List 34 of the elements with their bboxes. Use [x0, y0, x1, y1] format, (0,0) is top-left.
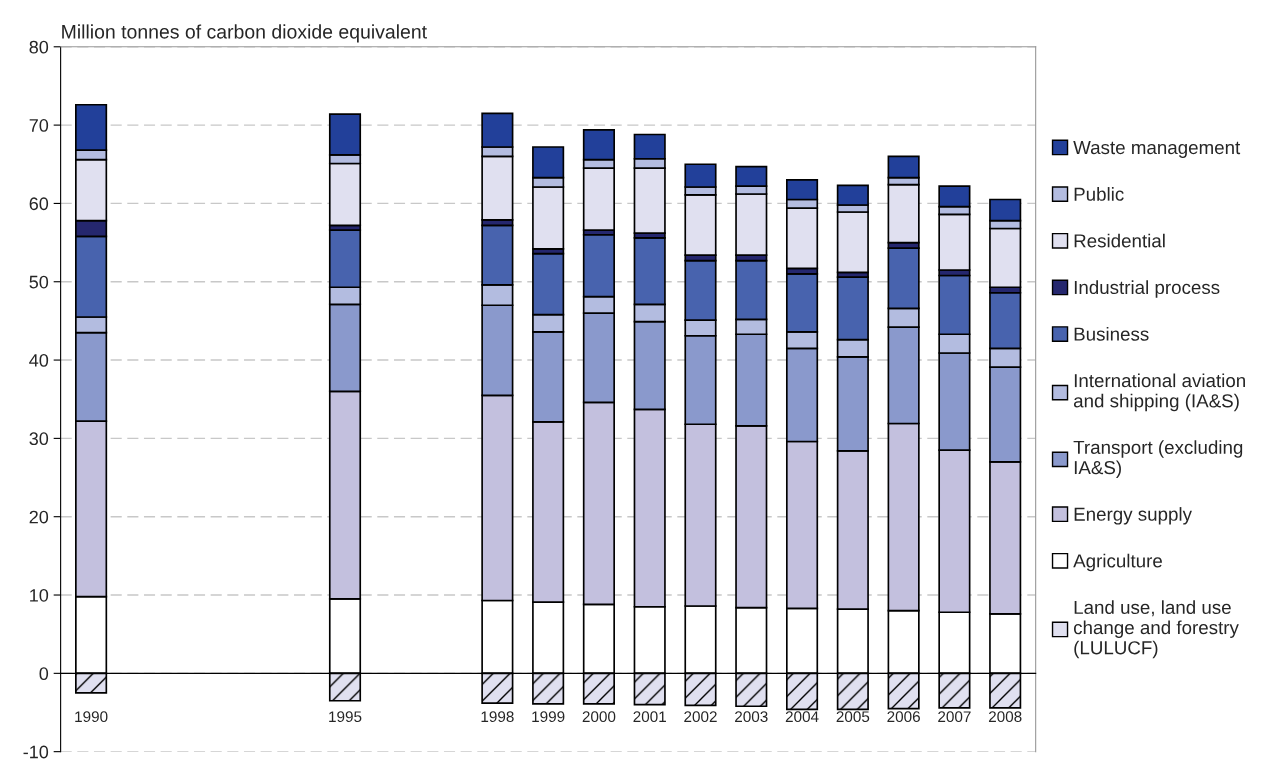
legend-label: Agriculture [1073, 553, 1162, 572]
y-tick-label: 20 [29, 510, 49, 524]
x-tick-label: 2002 [684, 711, 717, 723]
y-tick-label: -10 [23, 745, 49, 759]
legend-label: Residential [1074, 233, 1165, 248]
y-tick-label: 30 [29, 432, 49, 446]
x-tick-label: 1998 [481, 711, 514, 723]
x-tick-label: 2008 [988, 711, 1022, 723]
y-tick-label: 10 [30, 588, 49, 602]
y-tick-label: 0 [39, 667, 49, 681]
legend-label: International aviation and shipping (IA&S) [1073, 373, 1245, 412]
x-tick-label: 2000 [582, 711, 616, 723]
legend-label: Waste management [1073, 141, 1241, 158]
legend-label: Public [1074, 187, 1124, 201]
x-tick-label: 1990 [75, 711, 108, 723]
x-tick-label: 2003 [735, 711, 768, 723]
x-tick-label: 1995 [329, 711, 362, 723]
y-tick-label: 50 [29, 275, 49, 289]
y-axis-title: Million tonnes of carbon dioxide equivalent [62, 24, 427, 43]
y-tick-label: 60 [29, 197, 49, 211]
y-tick-label: 70 [29, 119, 49, 132]
x-tick-label: 2001 [633, 711, 666, 723]
x-tick-label: 2004 [785, 711, 819, 723]
x-tick-label: 2006 [887, 711, 920, 723]
x-tick-label: 2005 [836, 711, 870, 723]
legend-label: Business [1074, 326, 1149, 341]
x-tick-label: 1999 [532, 711, 565, 723]
x-tick-label: 2007 [938, 711, 971, 723]
legend-label: Industrial process [1074, 280, 1220, 298]
legend-label: Land use, land use change and forestry (LULUCF) [1073, 600, 1239, 659]
legend-label: Transport (excluding IA&S) [1073, 440, 1243, 478]
y-tick-label: 80 [29, 40, 49, 54]
y-tick-label: 40 [29, 354, 49, 367]
legend-label: Energy supply [1074, 507, 1192, 525]
